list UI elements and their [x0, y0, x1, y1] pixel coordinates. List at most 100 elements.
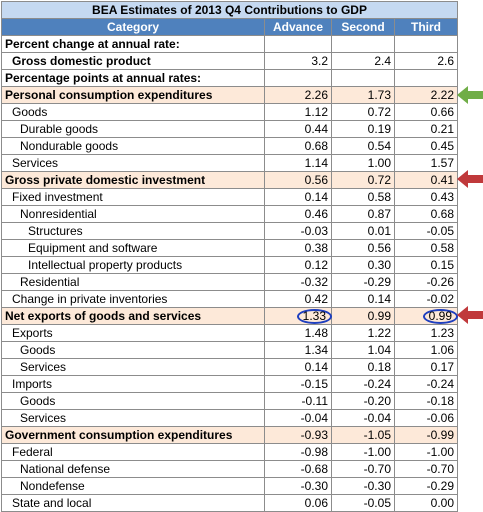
row-label: Durable goods: [1, 120, 265, 138]
row-label: Imports: [1, 375, 265, 393]
row-label: Change in private inventories: [1, 290, 265, 308]
value-cell: -0.02: [394, 290, 458, 308]
table-row: Nondurable goods 0.68 0.54 0.45: [1, 137, 458, 155]
table-title: BEA Estimates of 2013 Q4 Contributions t…: [1, 1, 458, 19]
row-label: Net exports of goods and services: [1, 307, 265, 325]
value-cell: -0.98: [264, 443, 332, 461]
value-cell: -0.05: [331, 494, 395, 512]
contributions-table: BEA Estimates of 2013 Q4 Contributions t…: [1, 1, 458, 512]
row-label: Intellectual property products: [1, 256, 265, 274]
value-cell: 0.68: [394, 205, 458, 223]
row-label: Services: [1, 154, 265, 172]
value-cell: -0.26: [394, 273, 458, 291]
value-cell: 0.46: [264, 205, 332, 223]
value-cell: 0.99: [331, 307, 395, 325]
header-category: Category: [1, 18, 265, 36]
table-row: Net exports of goods and services 1.33 0.9…: [1, 307, 458, 325]
table-row: Percentage points at annual rates:: [1, 69, 458, 87]
table-row: Services -0.04 -0.04 -0.06: [1, 409, 458, 427]
value-cell: 1.14: [264, 154, 332, 172]
value-cell: 0.14: [264, 188, 332, 206]
value-cell: -0.29: [331, 273, 395, 291]
value-cell: -0.11: [264, 392, 332, 410]
table-row: Nonresidential 0.46 0.87 0.68: [1, 205, 458, 223]
value-cell: 1.22: [331, 324, 395, 342]
value-cell: [264, 69, 332, 87]
table-row: Fixed investment 0.14 0.58 0.43: [1, 188, 458, 206]
value-cell: 0.18: [331, 358, 395, 376]
value-cell: 1.23: [394, 324, 458, 342]
value-cell: -0.24: [331, 375, 395, 393]
circled-value: 1.33: [296, 309, 332, 324]
row-label: Nonresidential: [1, 205, 265, 223]
table-title-row: BEA Estimates of 2013 Q4 Contributions t…: [1, 1, 458, 19]
row-label: Services: [1, 409, 265, 427]
row-label: Nondurable goods: [1, 137, 265, 155]
table-row: Exports 1.48 1.22 1.23: [1, 324, 458, 342]
row-label: Goods: [1, 341, 265, 359]
value-cell: -0.32: [264, 273, 332, 291]
value-cell: [394, 69, 458, 87]
value-cell: -0.93: [264, 426, 332, 444]
row-label: National defense: [1, 460, 265, 478]
value-cell: 0.43: [394, 188, 458, 206]
value-cell: 0.66: [394, 103, 458, 121]
value-cell: 2.4: [331, 52, 395, 70]
value-cell: [331, 35, 395, 53]
row-label: Personal consumption expenditures: [1, 86, 265, 104]
value-cell: 0.19: [331, 120, 395, 138]
value-cell: -0.24: [394, 375, 458, 393]
value-cell: 1.33: [264, 307, 332, 325]
table-row: Equipment and software 0.38 0.56 0.58: [1, 239, 458, 257]
value-cell: 0.99: [394, 307, 458, 325]
table-row: Goods 1.34 1.04 1.06: [1, 341, 458, 359]
table-row: State and local 0.06 -0.05 0.00: [1, 494, 458, 512]
table-header-row: Category Advance Second Third: [1, 18, 458, 36]
value-cell: 0.15: [394, 256, 458, 274]
value-cell: -0.05: [394, 222, 458, 240]
value-cell: -0.04: [264, 409, 332, 427]
value-cell: 0.68: [264, 137, 332, 155]
value-cell: 0.17: [394, 358, 458, 376]
table-row: Government consumption expenditures -0.93…: [1, 426, 458, 444]
row-label: Services: [1, 358, 265, 376]
value-cell: 0.06: [264, 494, 332, 512]
value-cell: [331, 69, 395, 87]
value-cell: 0.56: [331, 239, 395, 257]
table-row: Federal -0.98 -1.00 -1.00: [1, 443, 458, 461]
row-label: Federal: [1, 443, 265, 461]
circled-value: 0.99: [422, 309, 458, 324]
value-cell: 0.38: [264, 239, 332, 257]
header-second: Second: [331, 18, 395, 36]
value-cell: 0.45: [394, 137, 458, 155]
table-row: Percent change at annual rate:: [1, 35, 458, 53]
row-label: Fixed investment: [1, 188, 265, 206]
row-label: Government consumption expenditures: [1, 426, 265, 444]
value-cell: 0.87: [331, 205, 395, 223]
table-row: Structures -0.03 0.01 -0.05: [1, 222, 458, 240]
value-cell: 2.22: [394, 86, 458, 104]
table-row: Goods -0.11 -0.20 -0.18: [1, 392, 458, 410]
table-row: Durable goods 0.44 0.19 0.21: [1, 120, 458, 138]
table-row: Services 1.14 1.00 1.57: [1, 154, 458, 172]
value-cell: -1.00: [394, 443, 458, 461]
row-label: Nondefense: [1, 477, 265, 495]
value-cell: 1.57: [394, 154, 458, 172]
header-advance: Advance: [264, 18, 332, 36]
header-third: Third: [394, 18, 458, 36]
row-label: Goods: [1, 103, 265, 121]
value-cell: 0.12: [264, 256, 332, 274]
value-cell: 0.14: [331, 290, 395, 308]
row-label: Exports: [1, 324, 265, 342]
row-label: Gross private domestic investment: [1, 171, 265, 189]
value-cell: -0.03: [264, 222, 332, 240]
value-cell: 1.06: [394, 341, 458, 359]
value-cell: 0.44: [264, 120, 332, 138]
value-cell: [394, 35, 458, 53]
row-label: Percent change at annual rate:: [1, 35, 265, 53]
value-cell: -0.06: [394, 409, 458, 427]
row-label: Gross domestic product: [1, 52, 265, 70]
row-label: Structures: [1, 222, 265, 240]
value-cell: -0.70: [394, 460, 458, 478]
row-label: State and local: [1, 494, 265, 512]
